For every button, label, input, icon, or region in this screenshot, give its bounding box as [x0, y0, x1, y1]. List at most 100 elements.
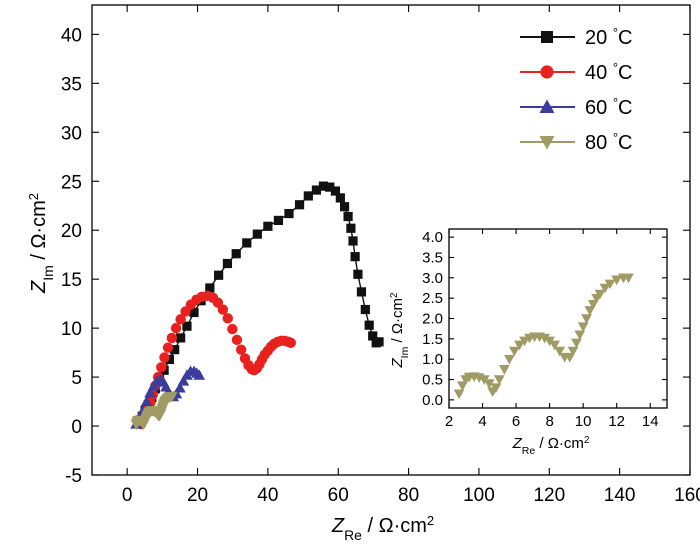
y-tick-label: 5 — [71, 368, 82, 389]
y-tick-label: 1.0 — [422, 351, 443, 368]
x-tick-label: 20 — [187, 485, 208, 506]
series-20-point — [164, 354, 174, 365]
series-80-point — [567, 346, 579, 357]
series-80-point — [514, 340, 525, 351]
x-tick-label: 60 — [328, 485, 349, 506]
x-tick-label: 40 — [257, 485, 278, 506]
series-60-point — [144, 387, 156, 398]
series-20-point — [350, 252, 360, 262]
legend-item-60: 60 °C — [520, 95, 632, 120]
series-20-point — [348, 236, 358, 246]
series-40-point — [231, 334, 243, 346]
series-40-point — [235, 344, 247, 355]
series-20-point — [356, 287, 367, 297]
legend-marker — [539, 99, 555, 113]
x-tick-label: 14 — [642, 413, 659, 430]
series-20-point — [364, 320, 374, 330]
series-80-point — [581, 314, 592, 324]
series-80-point — [604, 279, 616, 290]
series-20-point — [182, 321, 192, 331]
series-20-point — [273, 215, 284, 226]
series-80-point — [564, 352, 576, 363]
series-40-point — [222, 313, 233, 324]
y-tick-label: 10 — [61, 319, 82, 340]
series-20-point — [214, 270, 224, 280]
series-80-point — [544, 336, 555, 347]
y-tick-label: 4.0 — [422, 229, 443, 246]
series-80-point — [574, 330, 586, 341]
y-tick-label: 2.0 — [422, 311, 443, 328]
y-tick-label: 0 — [71, 417, 82, 438]
series-20-point — [311, 185, 322, 195]
series-20-point — [263, 221, 273, 231]
x-axis-label: ZRe / Ω·cm2 — [512, 435, 590, 458]
series-20-point — [252, 229, 262, 239]
legend-label: 60 °C — [585, 95, 632, 120]
series-20-point — [303, 191, 313, 201]
series-20-point — [176, 333, 186, 343]
series-80-point — [509, 346, 520, 357]
x-tick-label: 160 — [674, 485, 700, 506]
series-20-point — [335, 193, 345, 203]
series-20-point — [325, 182, 335, 192]
legend-marker — [539, 136, 555, 150]
series-80-point — [166, 392, 178, 403]
y-tick-label: 3.5 — [422, 249, 443, 266]
series-20-point — [205, 283, 215, 293]
y-tick-label: -5 — [65, 466, 82, 487]
x-tick-label: 0 — [122, 485, 133, 506]
legend: 20 °C 40 °C 60 °C 80 °C — [520, 25, 632, 154]
series-40-point — [166, 332, 178, 344]
legend-marker — [541, 31, 553, 43]
series-20-point — [339, 202, 350, 212]
legend-label: 20 °C — [585, 25, 632, 50]
series-80-point — [498, 365, 510, 375]
series-40-point — [175, 314, 186, 325]
x-tick-label: 100 — [463, 485, 495, 506]
legend-item-20: 20 °C — [520, 25, 632, 50]
series-80-point — [599, 283, 611, 294]
series-20-point — [368, 331, 378, 341]
plot-frame — [91, 4, 691, 476]
legend-label: 40 °C — [585, 60, 632, 85]
x-tick-label: 12 — [608, 413, 625, 430]
y-tick-label: 1.5 — [422, 331, 443, 348]
series-40-point — [227, 323, 238, 335]
legend-item-40: 40 °C — [520, 60, 632, 85]
x-tick-label: 140 — [604, 485, 636, 506]
x-tick-label: 8 — [545, 413, 553, 430]
y-tick-label: 15 — [61, 270, 82, 291]
series-20-point — [284, 208, 294, 219]
inset-plot: 2 4 6 8 10 12 14 0.0 0.5 1.0 1.5 2.0 2.5 3.0 3.5 4.0 ZRe… — [389, 228, 668, 458]
series-20-point — [318, 181, 329, 191]
series-40-point — [159, 352, 170, 363]
y-axis-label: ZIm / Ω·cm2 — [389, 293, 412, 369]
inset-background — [449, 229, 667, 408]
x-tick-label: 2 — [445, 413, 453, 430]
x-tick-label: 80 — [398, 485, 419, 506]
y-tick-label: 20 — [61, 221, 82, 242]
y-tick-label: 30 — [61, 123, 82, 144]
series-80-point — [571, 338, 582, 349]
series-40-point — [285, 337, 296, 349]
series-80-point — [483, 379, 495, 389]
series-80-point — [554, 346, 566, 357]
series-20-point — [343, 211, 353, 222]
series-20-point — [189, 307, 199, 318]
series-80-point — [584, 306, 596, 316]
series-80-point — [539, 333, 550, 344]
y-tick-label: 2.5 — [422, 290, 443, 307]
x-axis-label: ZRe / Ω·cm2 — [331, 513, 434, 544]
series-20-point — [294, 200, 305, 210]
series-80 — [130, 392, 178, 431]
series-80-point — [611, 275, 623, 286]
series-80-point — [577, 322, 589, 333]
series-80-point — [503, 354, 515, 365]
x-tick-label: 10 — [575, 413, 592, 430]
series-20-point — [374, 337, 384, 347]
series-80-point — [457, 381, 468, 391]
y-axis-label: ZIm / Ω·cm2 — [26, 193, 57, 294]
series-60-point — [174, 382, 186, 393]
series-20-point — [360, 304, 370, 315]
